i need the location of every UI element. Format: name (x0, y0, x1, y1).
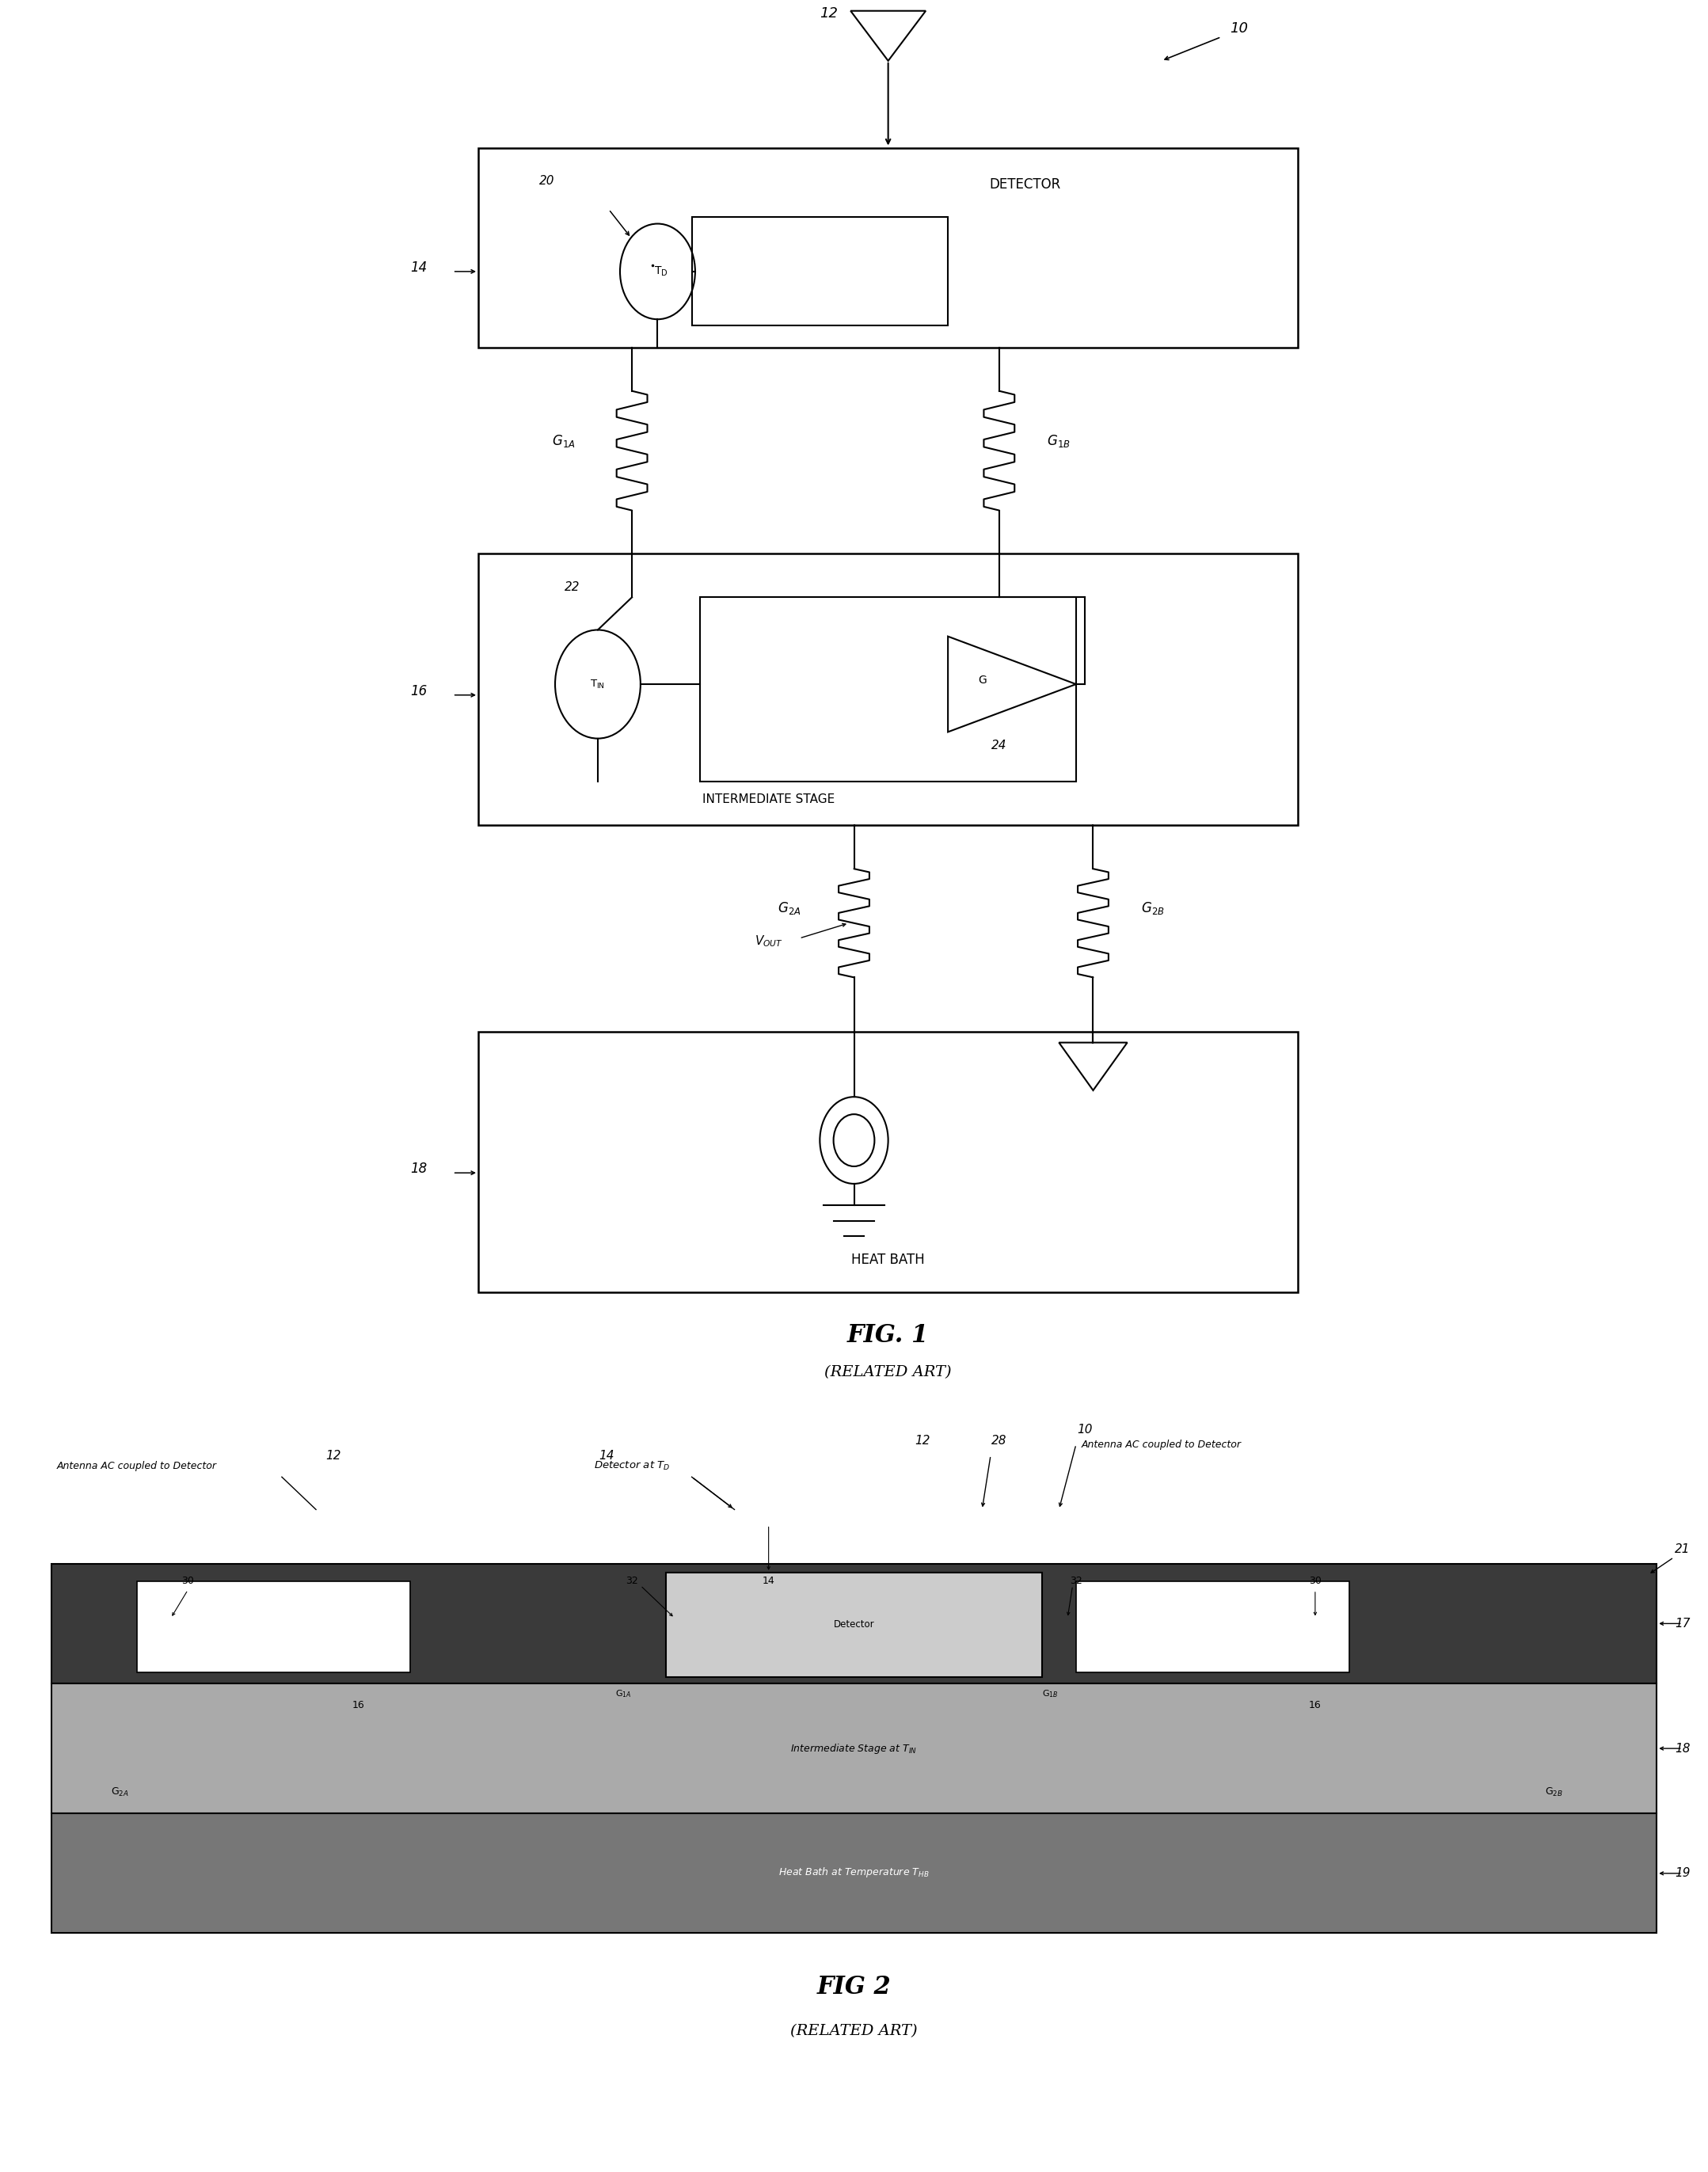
Text: 18: 18 (1674, 1742, 1691, 1755)
Text: G$_{1A}$: G$_{1A}$ (552, 434, 576, 450)
Text: 32: 32 (625, 1577, 639, 1586)
Text: Detector at T$_\mathregular{D}$: Detector at T$_\mathregular{D}$ (594, 1460, 670, 1473)
Text: 10: 10 (1076, 1425, 1093, 1436)
Text: G: G (979, 673, 986, 686)
Bar (51, 1814, 1657, 1933)
Text: 30: 30 (181, 1577, 195, 1586)
Text: G$_{2A}$: G$_{2A}$ (111, 1785, 128, 1798)
Text: FIG. 1: FIG. 1 (847, 1323, 929, 1349)
Bar (700, 597, 1076, 782)
Text: G$_{1B}$: G$_{1B}$ (1047, 434, 1071, 450)
Text: 32: 32 (1069, 1577, 1083, 1586)
Bar (666, 1573, 1042, 1677)
Text: INTERMEDIATE STAGE: INTERMEDIATE STAGE (702, 793, 835, 806)
Bar (137, 1581, 410, 1672)
Text: Antenna AC coupled to Detector: Antenna AC coupled to Detector (1081, 1440, 1242, 1449)
Text: 16: 16 (1308, 1701, 1322, 1709)
Text: G$_{2B}$: G$_{2B}$ (1546, 1785, 1563, 1798)
Text: 14: 14 (762, 1577, 775, 1586)
Text: FIG 2: FIG 2 (816, 1974, 892, 2000)
Text: G$_{2B}$: G$_{2B}$ (1141, 901, 1165, 917)
Text: 17: 17 (1674, 1618, 1691, 1629)
Bar (692, 217, 948, 326)
Text: 14: 14 (410, 261, 427, 274)
Text: 12: 12 (325, 1451, 342, 1462)
Text: V$_\mathregular{OUT}$: V$_\mathregular{OUT}$ (755, 934, 782, 949)
Text: 24: 24 (991, 741, 1008, 752)
Text: (RELATED ART): (RELATED ART) (825, 1366, 951, 1379)
Text: 10: 10 (1230, 22, 1249, 35)
Bar (51, 1683, 1657, 1814)
Text: G$_{1B}$: G$_{1B}$ (1042, 1688, 1059, 1701)
Text: 18: 18 (410, 1162, 427, 1175)
Text: 30: 30 (1308, 1577, 1322, 1586)
Text: T$_\mathregular{D}$: T$_\mathregular{D}$ (654, 265, 668, 278)
Text: HEAT BATH: HEAT BATH (852, 1253, 924, 1266)
Bar (51, 1564, 1657, 1683)
Text: 12: 12 (914, 1436, 931, 1447)
Text: Heat Bath at Temperature T$_\mathregular{HB}$: Heat Bath at Temperature T$_\mathregular… (779, 1866, 929, 1879)
Text: Intermediate Stage at T$_\mathregular{IN}$: Intermediate Stage at T$_\mathregular{IN… (791, 1742, 917, 1755)
Text: 28: 28 (991, 1436, 1008, 1447)
Text: G$_{2A}$: G$_{2A}$ (777, 901, 801, 917)
Text: 20: 20 (538, 176, 555, 187)
Text: Antenna AC coupled to Detector: Antenna AC coupled to Detector (56, 1462, 217, 1470)
Text: 14: 14 (598, 1451, 615, 1462)
Bar (478, 554, 1298, 825)
Text: 16: 16 (352, 1701, 366, 1709)
Text: 21: 21 (1674, 1544, 1691, 1555)
Text: 12: 12 (820, 7, 837, 20)
Text: 16: 16 (410, 684, 427, 697)
Bar (1076, 1581, 1349, 1672)
Text: DETECTOR: DETECTOR (989, 178, 1061, 191)
Text: Detector: Detector (834, 1620, 874, 1629)
Text: (RELATED ART): (RELATED ART) (791, 2024, 917, 2037)
Text: 19: 19 (1674, 1868, 1691, 1879)
Bar (478, 1032, 1298, 1292)
Text: 22: 22 (564, 582, 581, 593)
Bar (478, 148, 1298, 348)
Text: T$_\mathregular{IN}$: T$_\mathregular{IN}$ (591, 678, 605, 691)
Text: G$_{1A}$: G$_{1A}$ (615, 1688, 632, 1701)
